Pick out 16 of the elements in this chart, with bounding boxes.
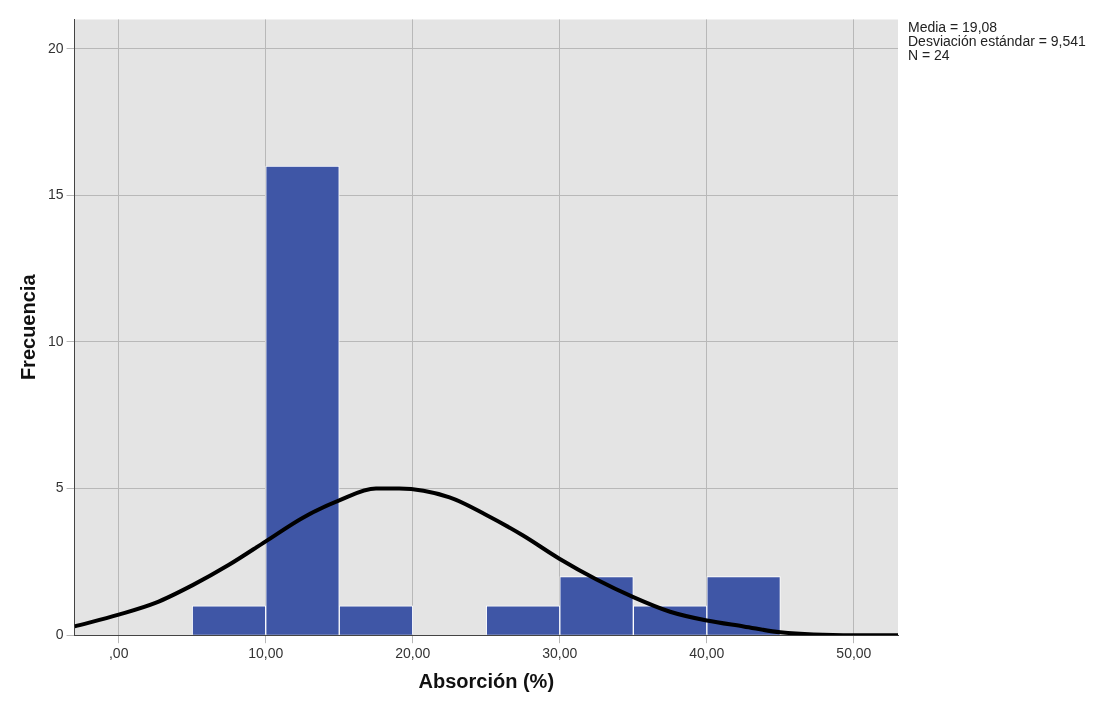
y-tick-label: 5 (55, 479, 64, 496)
y-tick-label: 0 (55, 626, 64, 643)
x-tick-label: 40,00 (689, 645, 725, 662)
x-tick-label: 50,00 (836, 645, 872, 662)
x-axis-title: Absorción (%) (418, 669, 555, 692)
x-tick-label: ,00 (108, 645, 129, 662)
y-axis-title: Frecuencia (16, 273, 39, 381)
text: Desviación estándar = 9,541 (908, 33, 1087, 50)
x-tick-label: 20,00 (395, 645, 431, 662)
y-tick-label: 10 (47, 332, 64, 349)
x-tick-label: 10,00 (248, 645, 284, 662)
text: Media = 19,08 (908, 19, 998, 36)
y-tick-label: 15 (47, 186, 64, 203)
y-tick-label: 20 (47, 39, 64, 56)
text: N = 24 (908, 47, 950, 64)
x-tick-label: 30,00 (542, 645, 578, 662)
